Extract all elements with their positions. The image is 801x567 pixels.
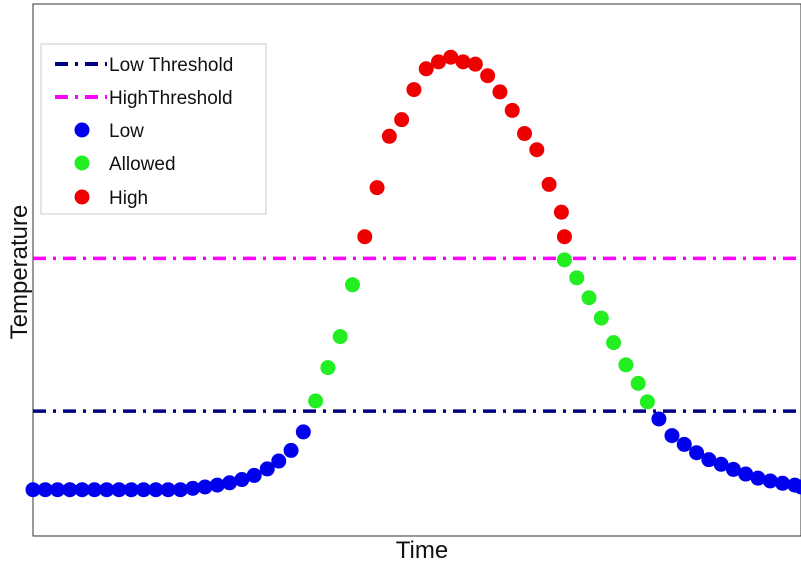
- point-allowed-5: [569, 270, 585, 286]
- legend-high-threshold-label: HighThreshold: [109, 88, 233, 109]
- point-low-14: [197, 479, 213, 495]
- point-low-27: [701, 452, 717, 468]
- point-allowed-7: [593, 310, 609, 326]
- point-high-5: [418, 61, 434, 77]
- point-low-23: [651, 411, 667, 427]
- point-low-31: [750, 470, 766, 486]
- point-high-16: [553, 204, 569, 220]
- point-low-2: [50, 482, 66, 498]
- legend-high-marker: [74, 189, 90, 205]
- point-allowed-11: [639, 394, 655, 410]
- point-high-15: [541, 176, 557, 192]
- point-low-5: [86, 482, 102, 498]
- threshold-lines: [33, 256, 801, 413]
- point-low-26: [689, 445, 705, 461]
- point-low-29: [725, 461, 741, 477]
- point-low-16: [222, 475, 238, 491]
- point-allowed-0: [308, 393, 324, 409]
- point-low-35: [793, 479, 801, 495]
- legend: Low Threshold HighThreshold Low Allowed …: [40, 43, 267, 215]
- point-high-6: [431, 54, 447, 70]
- data-points: [25, 49, 801, 498]
- point-low-20: [271, 453, 287, 469]
- point-low-22: [295, 424, 311, 440]
- legend-high-label: High: [109, 188, 148, 209]
- point-low-15: [209, 477, 225, 493]
- point-low-18: [246, 467, 262, 483]
- legend-allowed-label: Allowed: [109, 154, 176, 175]
- point-high-8: [455, 54, 471, 70]
- point-low-7: [111, 482, 127, 498]
- point-high-11: [492, 84, 508, 100]
- legend-low-marker: [74, 122, 90, 138]
- point-low-9: [136, 482, 152, 498]
- point-allowed-1: [320, 360, 336, 376]
- point-allowed-4: [556, 252, 572, 268]
- point-high-9: [467, 56, 483, 72]
- point-low-12: [172, 482, 188, 498]
- point-high-14: [529, 142, 545, 158]
- point-low-21: [283, 442, 299, 458]
- point-high-7: [443, 49, 459, 65]
- point-low-33: [775, 475, 791, 491]
- point-low-8: [123, 482, 139, 498]
- point-allowed-6: [581, 290, 597, 306]
- point-low-4: [74, 482, 90, 498]
- legend-low-threshold-label: Low Threshold: [109, 55, 233, 76]
- point-low-19: [259, 461, 275, 477]
- point-high-3: [394, 112, 410, 128]
- point-high-12: [504, 102, 520, 118]
- x-axis-label: Time: [396, 537, 448, 564]
- point-high-13: [517, 126, 533, 142]
- point-high-0: [357, 229, 373, 245]
- point-allowed-10: [630, 375, 646, 391]
- point-low-24: [664, 428, 680, 444]
- point-low-32: [762, 473, 778, 489]
- point-low-10: [148, 482, 164, 498]
- point-low-3: [62, 482, 78, 498]
- point-low-30: [738, 466, 754, 482]
- point-high-17: [556, 229, 572, 245]
- y-axis-label: Temperature: [6, 205, 33, 340]
- point-low-6: [99, 482, 115, 498]
- point-high-1: [369, 180, 385, 196]
- point-high-2: [381, 128, 397, 144]
- point-low-11: [160, 482, 176, 498]
- point-high-10: [480, 68, 496, 84]
- point-allowed-8: [606, 335, 622, 351]
- point-low-1: [37, 482, 53, 498]
- legend-allowed-marker: [74, 155, 90, 171]
- point-allowed-3: [344, 277, 360, 293]
- point-allowed-9: [618, 357, 634, 373]
- legend-low-label: Low: [109, 121, 144, 142]
- point-low-25: [676, 436, 692, 452]
- point-low-28: [713, 456, 729, 472]
- point-low-0: [25, 482, 41, 498]
- point-high-4: [406, 82, 422, 98]
- point-allowed-2: [332, 329, 348, 345]
- point-low-17: [234, 472, 250, 488]
- point-low-13: [185, 480, 201, 496]
